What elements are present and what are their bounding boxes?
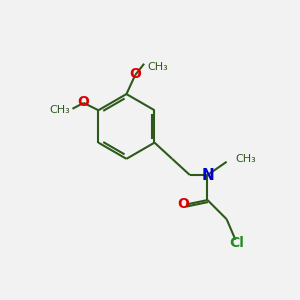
- Text: CH₃: CH₃: [148, 62, 168, 72]
- Text: CH₃: CH₃: [236, 154, 256, 164]
- Text: O: O: [77, 95, 89, 109]
- Text: CH₃: CH₃: [50, 105, 70, 115]
- Text: O: O: [129, 67, 141, 81]
- Text: N: N: [202, 167, 214, 182]
- Text: O: O: [177, 197, 189, 212]
- Text: Cl: Cl: [230, 236, 244, 250]
